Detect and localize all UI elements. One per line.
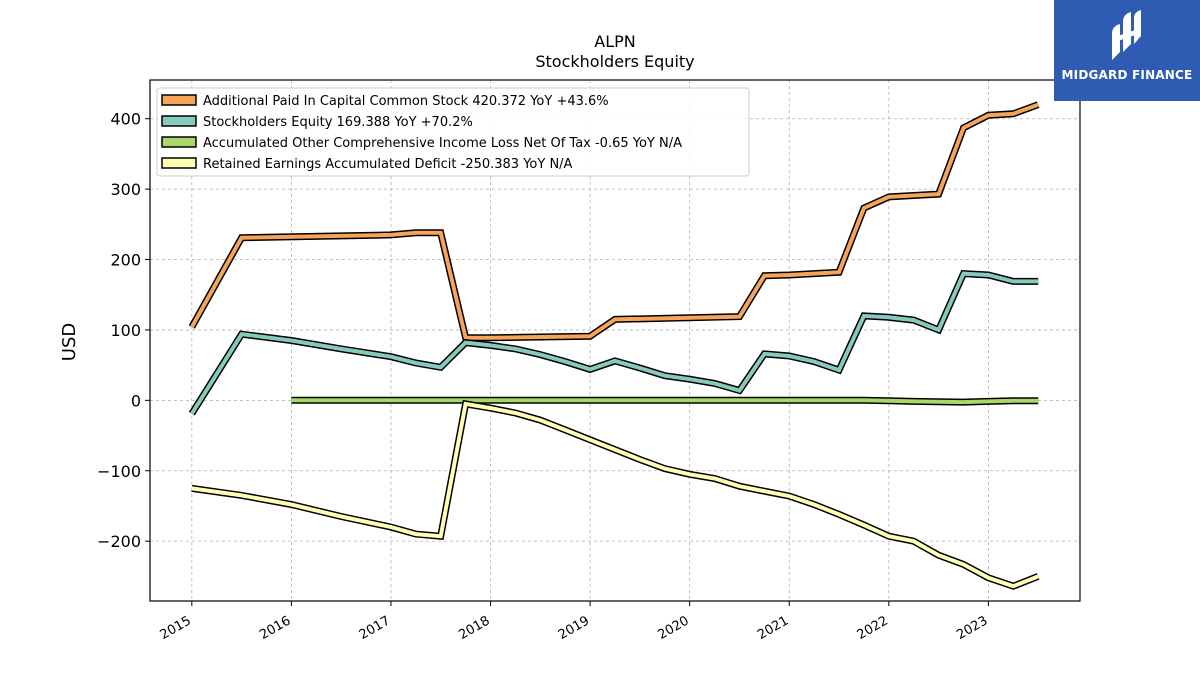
- chart-title: ALPN: [594, 32, 635, 51]
- x-tick-label: 2015: [158, 613, 194, 643]
- y-tick-label: 400: [110, 110, 141, 129]
- chart-subtitle: Stockholders Equity: [535, 52, 694, 71]
- x-tick-label: 2017: [357, 613, 393, 643]
- gridlines: [150, 80, 1080, 601]
- legend-swatch: [161, 136, 197, 148]
- legend-label: Accumulated Other Comprehensive Income L…: [203, 136, 682, 151]
- y-tick-label: 300: [110, 180, 141, 199]
- legend-label: Additional Paid In Capital Common Stock …: [203, 94, 609, 109]
- legend: Additional Paid In Capital Common Stock …: [156, 87, 750, 177]
- y-tick-label: 100: [110, 321, 141, 340]
- x-tick-label: 2021: [755, 613, 791, 643]
- legend-box: [156, 87, 750, 177]
- series-line-stroke: [190, 271, 1039, 415]
- series-line-stroke: [191, 401, 1039, 589]
- x-tick-label: 2022: [855, 613, 891, 643]
- logo-text: MIDGARD FINANCE: [1061, 68, 1193, 82]
- y-tick-label: 0: [131, 391, 141, 410]
- y-tick-label: −200: [97, 532, 141, 551]
- series-line: [191, 399, 1040, 590]
- y-tick-label: −100: [97, 462, 141, 481]
- x-tick-label: 2020: [656, 613, 692, 643]
- x-tick-label: 2023: [954, 613, 990, 643]
- x-tick-label: 2018: [456, 613, 492, 643]
- y-tick-label: 200: [110, 251, 141, 270]
- x-tick-label: 2019: [556, 613, 592, 643]
- legend-label: Stockholders Equity 169.388 YoY +70.2%: [203, 115, 473, 130]
- logo-mark-icon: [1112, 10, 1141, 60]
- y-axis: 400 300 200 100 0 −100 −200: [97, 110, 150, 551]
- series-line-outline: [191, 399, 1040, 590]
- plot-frame: [149, 79, 1081, 602]
- series-line-stroke: [291, 398, 1039, 405]
- series-line-stroke: [190, 102, 1039, 340]
- x-axis: 2015 2016 2017 2018 2019 2020 2021 2022 2023: [158, 601, 990, 643]
- series-line: [291, 396, 1039, 406]
- legend-swatch: [161, 115, 197, 127]
- legend-swatch: [161, 94, 197, 106]
- series-layer: [188, 101, 1040, 590]
- legend-label: Retained Earnings Accumulated Deficit -2…: [203, 157, 573, 172]
- legend-swatch: [161, 157, 197, 169]
- brand-logo: MIDGARD FINANCE: [1054, 0, 1200, 101]
- series-line: [188, 101, 1040, 342]
- y-axis-label: USD: [59, 323, 80, 361]
- series-line: [188, 269, 1039, 416]
- x-tick-label: 2016: [257, 613, 293, 643]
